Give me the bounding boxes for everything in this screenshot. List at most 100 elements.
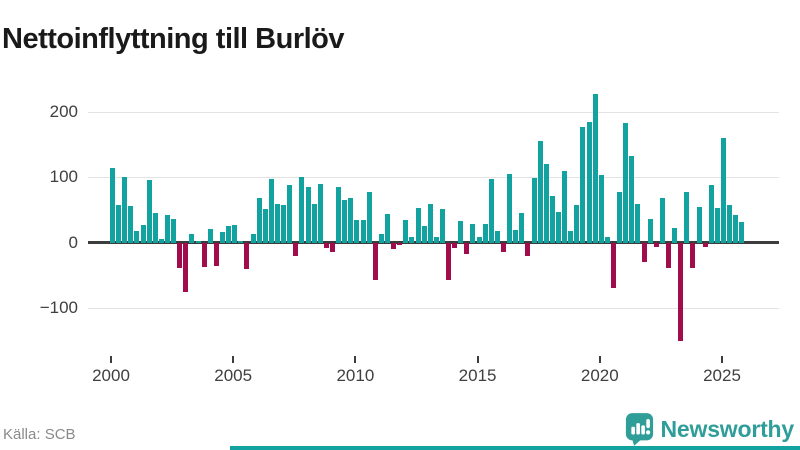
- bar-2024-q4: [714, 208, 720, 243]
- bar-2008-q2: [311, 204, 317, 243]
- bar-2024-q1: [696, 206, 702, 243]
- bar-2009-q1: [329, 242, 335, 253]
- source-label: Källa: SCB: [3, 426, 76, 443]
- zero-axis-line: [88, 241, 779, 245]
- bar-2003-q4: [201, 242, 207, 267]
- bar-2008-q1: [305, 187, 311, 243]
- plot-area: [88, 85, 780, 363]
- bar-2019-q2: [580, 127, 586, 243]
- bar-2000-q3: [122, 177, 128, 243]
- x-tick-mark-2025: [721, 356, 723, 363]
- bar-2010-q1: [354, 220, 360, 243]
- bar-2008-q4: [323, 242, 329, 248]
- bar-2018-q1: [549, 196, 555, 243]
- bar-2002-q3: [171, 218, 177, 243]
- bar-2023-q2: [678, 242, 684, 341]
- bar-2001-q4: [152, 212, 158, 243]
- gridline-100: [88, 177, 779, 179]
- x-axis-tick-label-2010: 2010: [336, 366, 375, 385]
- bar-2019-q1: [574, 205, 580, 243]
- bar-2005-q2: [238, 240, 244, 243]
- bar-2017-q3: [537, 141, 543, 243]
- bar-2010-q3: [366, 191, 372, 243]
- bar-2022-q3: [659, 197, 665, 243]
- bar-2014-q2: [458, 221, 464, 243]
- bar-2012-q4: [421, 225, 427, 243]
- gridline-200: [88, 112, 779, 114]
- bar-2011-q4: [397, 242, 403, 246]
- bar-2015-q1: [476, 237, 482, 243]
- bar-2025-q4: [739, 221, 745, 243]
- bar-2025-q1: [721, 137, 726, 243]
- bar-2022-q4: [666, 242, 671, 268]
- bar-2006-q4: [274, 203, 280, 243]
- bar-2009-q4: [348, 197, 354, 243]
- gridline--100: [88, 308, 779, 310]
- bar-2023-q3: [684, 191, 690, 243]
- bar-2006-q1: [256, 197, 262, 243]
- x-axis-tick-label-2020: 2020: [580, 366, 619, 385]
- y-axis-tick-label-200: 200: [49, 102, 78, 122]
- bar-2022-q2: [653, 242, 659, 247]
- bar-2025-q3: [733, 214, 739, 243]
- bar-2007-q4: [299, 177, 305, 243]
- bar-2002-q2: [164, 214, 170, 243]
- x-tick-mark-2020: [598, 356, 601, 363]
- bar-2012-q3: [415, 208, 421, 243]
- x-axis-tick-label-2000: 2000: [92, 366, 130, 385]
- y-axis-tick-label-0: 0: [68, 232, 78, 252]
- x-tick-mark-2010: [354, 356, 357, 363]
- bar-2006-q3: [268, 178, 274, 243]
- bar-2004-q4: [226, 225, 232, 243]
- bar-2003-q2: [189, 233, 195, 243]
- bar-2010-q4: [372, 242, 378, 280]
- bar-2023-q4: [690, 242, 696, 269]
- bar-2011-q3: [391, 242, 397, 249]
- bar-2021-q3: [635, 204, 641, 243]
- bar-2011-q1: [378, 234, 384, 243]
- bar-2021-q4: [641, 242, 647, 262]
- bottom-accent-bar: [230, 446, 800, 450]
- newsworthy-wordmark: Newsworthy: [660, 416, 795, 442]
- bar-2015-q2: [482, 223, 488, 243]
- x-tick-mark-2015: [476, 356, 479, 363]
- newsworthy-logo-icon: [625, 412, 654, 446]
- bar-2021-q1: [623, 123, 629, 243]
- bar-2001-q3: [146, 179, 152, 243]
- bar-2015-q3: [488, 179, 494, 243]
- bar-2010-q2: [360, 220, 366, 243]
- bar-2000-q2: [116, 205, 122, 243]
- bar-2014-q1: [452, 242, 458, 248]
- bar-2008-q3: [317, 183, 323, 243]
- bar-2016-q2: [507, 174, 513, 243]
- bar-2006-q2: [262, 208, 268, 243]
- bar-2017-q4: [543, 163, 549, 243]
- bar-2018-q3: [562, 170, 568, 243]
- x-axis-tick-label-2015: 2015: [458, 366, 497, 385]
- y-axis-tick-label-100: 100: [49, 167, 78, 187]
- bar-2019-q4: [592, 93, 598, 243]
- bar-2016-q1: [501, 242, 507, 252]
- newsworthy-logo: Newsworthy: [625, 412, 794, 446]
- bar-2017-q2: [531, 178, 537, 243]
- bar-2024-q2: [702, 242, 708, 247]
- bar-2020-q4: [617, 191, 623, 243]
- bar-2005-q4: [250, 233, 256, 243]
- bar-2003-q1: [183, 242, 189, 292]
- bar-2000-q1: [110, 167, 115, 243]
- bar-2020-q2: [604, 236, 610, 243]
- chart-title: Nettoinflyttning till Burlöv: [2, 23, 345, 56]
- bar-2004-q1: [207, 228, 213, 243]
- bar-2009-q2: [336, 187, 342, 243]
- bar-2009-q3: [342, 200, 348, 243]
- bar-2025-q2: [727, 204, 733, 243]
- bar-2020-q3: [611, 242, 617, 288]
- bar-2019-q3: [586, 122, 592, 243]
- bar-2013-q1: [427, 203, 433, 243]
- bar-2016-q3: [513, 229, 519, 243]
- bar-2013-q4: [446, 242, 452, 280]
- y-axis-tick-label--100: −100: [39, 298, 78, 318]
- bar-2012-q2: [409, 236, 415, 243]
- bar-2000-q4: [128, 206, 134, 243]
- bar-2007-q1: [281, 204, 287, 243]
